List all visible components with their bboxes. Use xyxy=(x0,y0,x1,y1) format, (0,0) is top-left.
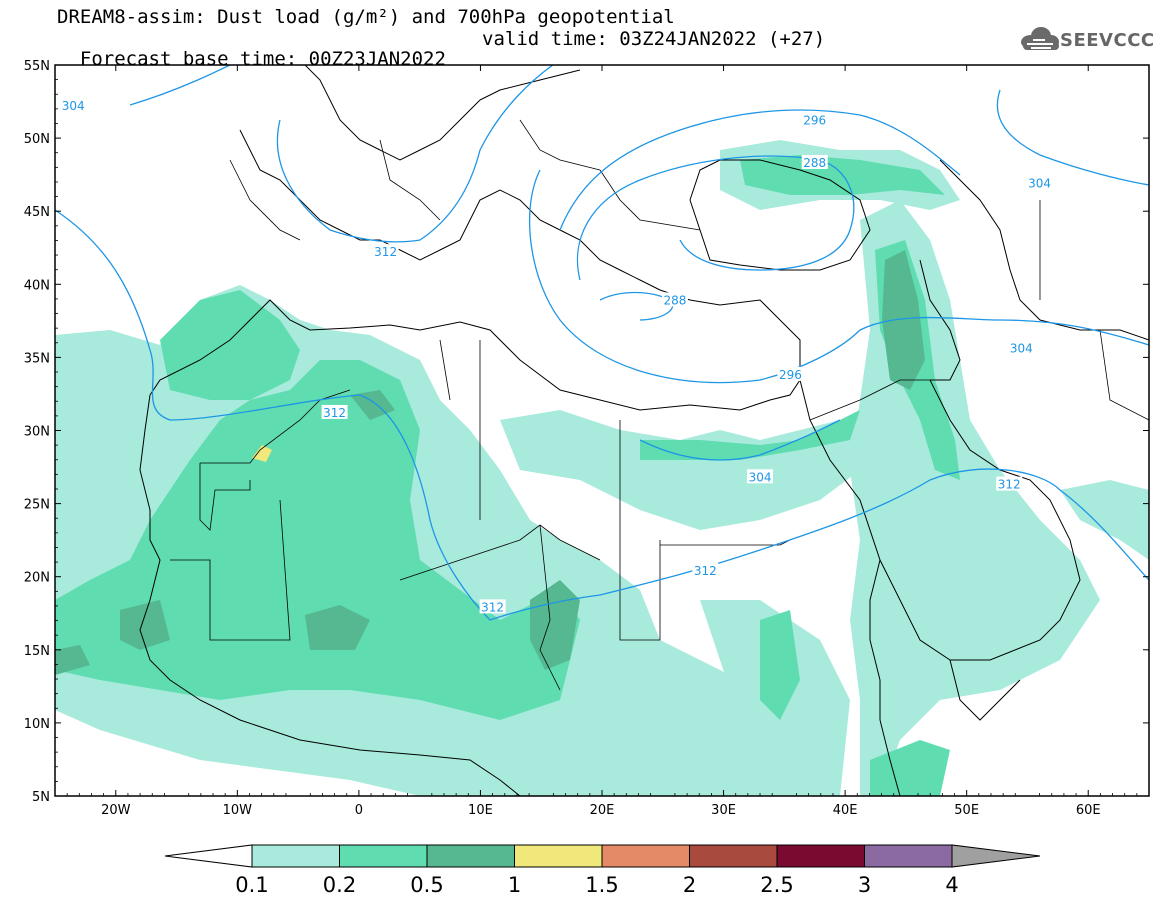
contour-label-bg xyxy=(996,476,1023,491)
dust-high-chad xyxy=(530,580,580,670)
lat-tick-label: 40N xyxy=(24,278,50,293)
colorbar-label: 0.2 xyxy=(323,873,356,897)
colorbar-low-arrow xyxy=(164,844,253,868)
lon-tick-label: 0 xyxy=(355,803,363,818)
colorbar-segment xyxy=(514,844,603,868)
contour-label: 304 xyxy=(1028,176,1051,190)
lat-tick-label: 30N xyxy=(24,425,50,440)
geopotential-labels: 304 312 296 288 288 296 304 304 312 304 312 312 312 xyxy=(60,97,1053,614)
colorbar-label: 1.5 xyxy=(585,873,618,897)
logo-text: SEEVCCC xyxy=(1060,30,1155,51)
colorbar-segment xyxy=(864,844,953,868)
valid-time: valid time: 03Z24JAN2022 (+27) xyxy=(482,28,826,50)
colorbar-segment xyxy=(776,844,865,868)
dust-high-west-2 xyxy=(305,605,370,650)
contour-label: 296 xyxy=(803,114,826,128)
cloud-logo-icon xyxy=(1021,27,1059,50)
colorbar-high-arrow xyxy=(951,844,1041,868)
contour-label: 304 xyxy=(1010,342,1033,356)
lon-tick-label: 30E xyxy=(711,803,736,818)
colorbar-segment xyxy=(689,844,778,868)
colorbar-segment xyxy=(339,844,428,868)
contour-label: 288 xyxy=(803,156,826,170)
colorbar-label: 4 xyxy=(945,873,958,897)
coastlines xyxy=(139,65,1149,796)
country-borders xyxy=(170,119,1149,691)
lon-tick-label: 40E xyxy=(833,803,858,818)
contour-label-bg xyxy=(801,154,828,169)
lat-tick-label: 45N xyxy=(24,205,50,220)
contour-label: 312 xyxy=(374,245,397,259)
colorbar-label: 3 xyxy=(858,873,871,897)
contour-label-bg xyxy=(692,562,719,577)
lon-tick-label: 20E xyxy=(590,803,615,818)
contour-label-bg xyxy=(777,366,804,381)
contour-label: 312 xyxy=(694,564,717,578)
colorbar-label: 2 xyxy=(683,873,696,897)
colorbar-segment xyxy=(426,844,515,868)
dust-field xyxy=(55,140,1149,796)
colorbar-label: 0.5 xyxy=(410,873,443,897)
contour-label: 312 xyxy=(998,478,1021,492)
dust-mid-west-africa xyxy=(55,360,580,720)
dust-mid-north xyxy=(640,410,860,460)
contour-label-bg xyxy=(60,97,87,112)
lat-tick-label: 25N xyxy=(24,498,50,513)
lon-tick-label: 10E xyxy=(468,803,493,818)
lat-tick-label: 50N xyxy=(24,132,50,147)
forecast-time-line: Forecast base time: 00Z23JAN2022 valid ti… xyxy=(57,29,825,70)
contour-label-bg xyxy=(372,244,399,259)
lon-tick-label: 20W xyxy=(101,803,131,818)
lat-tick-label: 35N xyxy=(24,351,50,366)
lon-tick-label: 10W xyxy=(223,803,253,818)
contour-label-bg xyxy=(1026,175,1053,190)
contour-label-bg xyxy=(1008,340,1035,355)
lat-tick-label: 55N xyxy=(24,59,50,74)
contour-label: 312 xyxy=(481,600,504,614)
contour-label-bg xyxy=(661,292,688,307)
lon-tick-label: 60E xyxy=(1076,803,1101,818)
colorbar-segment xyxy=(601,844,690,868)
contour-label: 304 xyxy=(749,470,772,484)
longitude-axis: 20W 10W 0 10E 20E 30E 40E 50E 60E xyxy=(66,65,1138,818)
dust-area-north-africa xyxy=(500,400,880,530)
lon-tick-label: 50E xyxy=(954,803,979,818)
lat-tick-label: 10N xyxy=(24,717,50,732)
contour-label: 304 xyxy=(62,99,85,113)
contour-label-bg xyxy=(321,404,348,419)
dust-max-morocco xyxy=(252,445,272,462)
contour-label-bg xyxy=(479,599,506,614)
lat-tick-label: 20N xyxy=(24,571,50,586)
contour-label: 296 xyxy=(779,368,802,382)
colorbar-label: 0.1 xyxy=(235,873,268,897)
forecast-base-time: Forecast base time: 00Z23JAN2022 xyxy=(79,48,446,70)
dust-area-arabian-sea xyxy=(1060,480,1149,560)
chart-title: DREAM8-assim: Dust load (g/m²) and 700hP… xyxy=(57,6,675,28)
dust-mid-morocco xyxy=(160,290,300,400)
lat-tick-label: 5N xyxy=(32,790,50,805)
colorbar: 0.1 0.2 0.5 1 1.5 2 2.5 3 4 xyxy=(164,844,1041,897)
dust-mid-east-africa xyxy=(760,610,800,720)
contour-label: 312 xyxy=(323,406,346,420)
lat-tick-label: 15N xyxy=(24,644,50,659)
dust-high-west-3 xyxy=(55,645,90,675)
colorbar-segment xyxy=(251,844,340,868)
dust-high-morocco xyxy=(350,390,395,420)
contour-label-bg xyxy=(747,469,774,484)
dust-high-iraq xyxy=(882,250,925,390)
contour-label: 288 xyxy=(663,293,686,307)
colorbar-label: 2.5 xyxy=(760,873,793,897)
dust-high-west-1 xyxy=(120,600,170,650)
geopotential-contours xyxy=(55,65,1149,621)
latitude-axis: 55N 50N 45N 40N 35N 30N 25N 20N 15N 10N 5N xyxy=(24,59,1149,805)
contour-label-bg xyxy=(801,112,828,127)
colorbar-label: 1 xyxy=(508,873,521,897)
dust-mid-somalia xyxy=(870,740,950,796)
